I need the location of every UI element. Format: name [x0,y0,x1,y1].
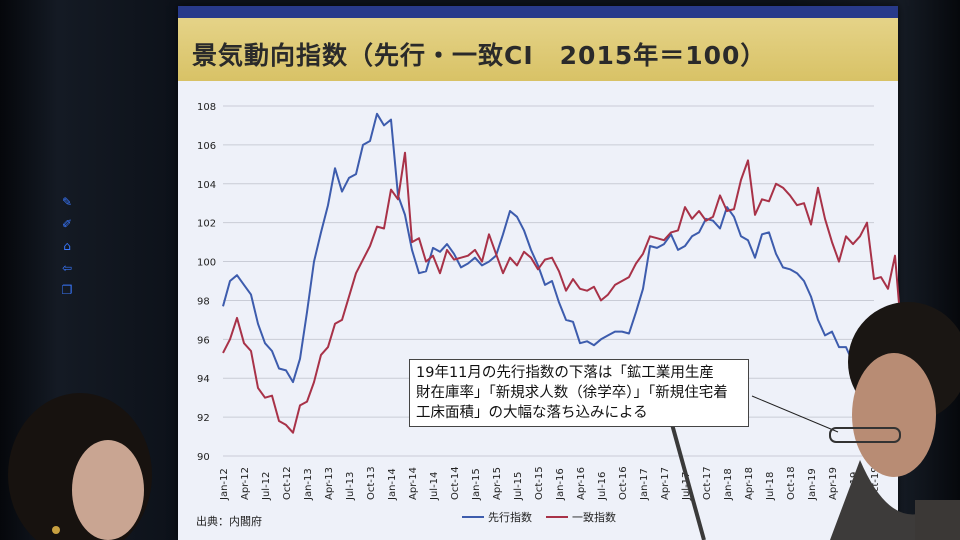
presenter-left [8,393,152,540]
x-tick-Oct-18: Oct-18 [786,466,797,500]
y-tick-102: 102 [197,219,216,230]
x-tick-Oct-19: Oct-19 [870,466,881,500]
x-tick-Jan-19: Jan-19 [807,468,818,501]
pen-edit-icon[interactable]: ✎ [61,195,73,209]
window-icon[interactable]: ❐ [61,283,73,297]
y-tick-94: 94 [197,374,210,385]
x-tick-Oct-17: Oct-17 [702,466,713,500]
x-tick-Oct-14: Oct-14 [450,466,461,500]
x-tick-Jul-14: Jul-14 [429,472,440,501]
x-tick-Jan-15: Jan-15 [471,468,482,501]
series-lines [222,112,903,434]
x-tick-Jan-17: Jan-17 [639,468,650,501]
legend-label-coincident: 一致指数 [572,511,616,524]
y-tick-96: 96 [197,335,210,346]
x-tick-Apr-12: Apr-12 [240,467,251,500]
annotation-line-1: 19年11月の先行指数の下落は「鉱工業用生産 [416,365,714,381]
y-tick-labels: 90 92 94 96 98 100 102 104 106 108 [197,102,216,463]
x-tick-Oct-13: Oct-13 [366,466,377,500]
slide-title-bar [178,18,898,81]
series-line-leading [222,112,875,414]
x-tick-Oct-12: Oct-12 [282,466,293,500]
x-tick-Apr-16: Apr-16 [576,467,587,500]
x-tick-Oct-16: Oct-16 [618,466,629,500]
legend-label-leading: 先行指数 [488,511,532,524]
x-tick-Jan-18: Jan-18 [723,468,734,501]
series-line-coincident [222,151,903,434]
annotation-line-2: 財在庫率」「新規求人数（徐学卒）」「新規住宅着 [416,385,728,401]
chart-grid [223,105,874,457]
legend-coincident: 一致指数 [546,509,616,525]
edit-icon[interactable]: ✐ [61,217,73,231]
x-tick-Jul-13: Jul-13 [345,472,356,501]
legend-swatch-coincident [546,516,568,518]
x-tick-Apr-13: Apr-13 [324,467,335,500]
x-tick-Jul-12: Jul-12 [261,472,272,501]
presentation-toolbar: ✎ ✐ ⌂ ⇦ ❐ [58,195,76,298]
annotation-line-3: 工床面積」の大幅な落ち込みによる [416,405,648,421]
x-tick-Jan-12: Jan-12 [219,468,230,501]
annotation-callout: 19年11月の先行指数の下落は「鉱工業用生産 財在庫率」「新規求人数（徐学卒）」… [409,359,749,427]
presenter-right [829,302,960,540]
home-icon[interactable]: ⌂ [63,239,71,253]
y-tick-98: 98 [197,296,210,307]
back-arrow-icon[interactable]: ⇦ [61,261,73,275]
x-tick-Jul-16: Jul-16 [597,472,608,501]
x-tick-Jul-15: Jul-15 [513,472,524,501]
y-tick-104: 104 [197,180,216,191]
y-tick-108: 108 [197,102,216,113]
y-tick-90: 90 [197,452,210,463]
x-tick-Apr-19: Apr-19 [828,467,839,500]
slide-top-band [178,6,898,18]
x-tick-Jul-18: Jul-18 [765,472,776,501]
x-tick-Apr-17: Apr-17 [660,467,671,500]
x-tick-Apr-15: Apr-15 [492,467,503,500]
y-tick-106: 106 [197,141,216,152]
y-tick-100: 100 [197,258,216,269]
legend-leading: 先行指数 [462,509,532,525]
legend-swatch-leading [462,516,484,518]
x-tick-Apr-14: Apr-14 [408,467,419,500]
chart-legend: 先行指数 一致指数 [462,509,616,525]
x-tick-Jan-16: Jan-16 [555,468,566,501]
x-tick-labels: Jan-12 Apr-12 Jul-12 Oct-12 Jan-13 Apr-13 Jul-… [219,466,881,501]
presentation-slide [178,6,898,540]
x-tick-Oct-15: Oct-15 [534,466,545,500]
x-tick-Jan-14: Jan-14 [387,468,398,501]
x-tick-Jan-13: Jan-13 [303,468,314,501]
x-tick-Apr-18: Apr-18 [744,467,755,500]
source-note: 出典：内閣府 [196,515,262,528]
chart-title: 景気動向指数（先行・一致CI 2015年＝100） [192,41,767,70]
annotation-leader-line [751,395,839,433]
y-tick-92: 92 [197,413,210,424]
x-tick-Jul-17: Jul-17 [681,472,692,501]
